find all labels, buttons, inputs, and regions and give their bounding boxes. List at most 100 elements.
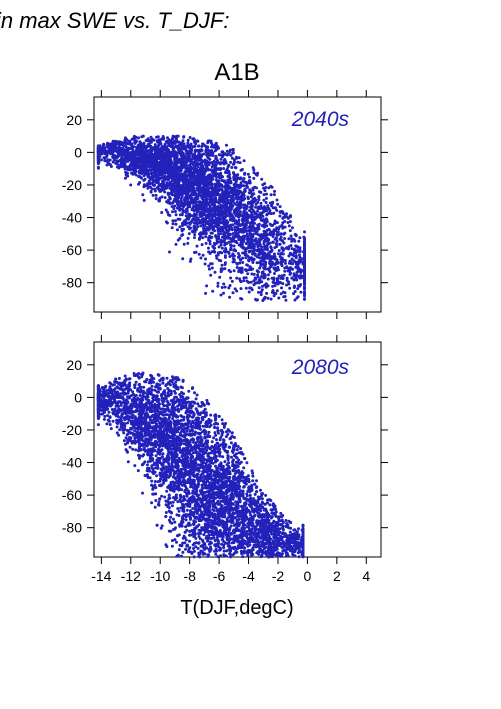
scatter-point	[107, 150, 111, 154]
scatter-point	[99, 158, 103, 162]
scatter-point	[102, 147, 105, 150]
scatter-point	[170, 226, 174, 230]
scatter-point	[292, 292, 295, 296]
scatter-point	[285, 212, 288, 216]
scatter-point	[116, 140, 120, 144]
scatter-point	[215, 208, 219, 212]
scatter-point	[141, 193, 145, 197]
scatter-point	[256, 200, 260, 204]
scatter-point	[129, 183, 133, 187]
scatter-point	[260, 270, 264, 274]
scatter-point	[213, 200, 217, 204]
scatter-point	[303, 245, 306, 249]
scatter-point	[138, 158, 141, 162]
scatter-point	[226, 194, 230, 198]
scatter-point	[256, 298, 259, 302]
scatter-point	[106, 158, 110, 162]
scatter-point	[123, 158, 127, 162]
scatter-point	[274, 229, 278, 233]
scatter-point	[135, 153, 139, 156]
scatter-point	[187, 180, 191, 184]
scatter-point	[105, 143, 109, 147]
scatter-point	[240, 266, 244, 270]
scatter-point	[225, 143, 228, 147]
scatter-point	[256, 209, 260, 213]
scatter-point	[150, 172, 154, 176]
scatter-point	[162, 178, 166, 182]
scatter-point	[285, 276, 289, 280]
scatter-point	[243, 251, 247, 255]
scatter-point	[269, 249, 273, 253]
scatter-point	[158, 147, 162, 151]
scatter-point	[281, 252, 285, 256]
scatter-point	[96, 152, 100, 156]
scatter-point	[243, 214, 246, 218]
scatter-point	[251, 252, 254, 256]
scatter-point	[208, 192, 212, 196]
scatter-point	[222, 282, 226, 286]
scatter-point	[149, 185, 152, 189]
scatter-point	[260, 234, 264, 238]
scatter-point	[295, 270, 299, 274]
scatter-point	[142, 144, 146, 148]
scatter-point	[168, 160, 172, 163]
scatter-point	[262, 240, 266, 243]
scatter-point	[228, 173, 232, 176]
scatter-point	[251, 188, 255, 192]
scatter-point	[211, 162, 215, 166]
scatter-point	[159, 166, 163, 170]
scatter-point	[121, 147, 124, 151]
scatter-point	[303, 256, 306, 260]
scatter-point	[195, 167, 199, 171]
scatter-point	[168, 155, 172, 159]
scatter-point	[160, 145, 164, 148]
scatter-point	[290, 247, 294, 251]
scatter-point	[299, 283, 303, 286]
y-tick-label: -20	[62, 177, 82, 193]
scatter-point	[270, 290, 274, 294]
scatter-point	[222, 167, 226, 170]
scatter-point	[241, 261, 245, 264]
scatter-point	[128, 377, 132, 381]
scatter-point	[194, 142, 198, 146]
scatter-point	[217, 153, 221, 157]
scatter-point	[171, 210, 174, 214]
scatter-point	[223, 241, 227, 245]
scenario-title: A1B	[214, 59, 259, 86]
scatter-point	[242, 184, 246, 188]
scatter-point	[253, 196, 257, 200]
scatter-point	[191, 205, 195, 209]
scatter-point	[219, 242, 223, 246]
scatter-point	[237, 228, 241, 232]
scatter-point	[266, 204, 270, 208]
scatter-point	[183, 199, 187, 203]
scatter-point	[165, 146, 169, 150]
scatter-point	[128, 156, 132, 160]
scatter-point	[121, 163, 125, 167]
scatter-point	[222, 232, 225, 236]
scatter-point	[283, 220, 287, 223]
scatter-point	[232, 209, 236, 213]
scatter-point	[269, 212, 273, 216]
scatter-point	[200, 243, 204, 247]
scatter-point	[281, 282, 285, 286]
scatter-point	[252, 247, 256, 251]
scatter-point	[218, 221, 222, 225]
scatter-point	[251, 220, 254, 224]
scatter-point	[288, 268, 292, 271]
scatter-point	[188, 222, 192, 226]
scatter-point	[290, 226, 294, 230]
scatter-point	[158, 160, 162, 164]
scatter-point	[294, 233, 298, 237]
scatter-point	[242, 236, 246, 240]
scatter-point	[256, 270, 260, 274]
y-tick-label: -80	[62, 275, 82, 291]
scatter-point	[239, 197, 243, 201]
scatter-point	[289, 234, 293, 238]
scatter-point	[263, 247, 267, 251]
scatter-point	[208, 139, 211, 143]
scatter-point	[258, 216, 262, 220]
scatter-point	[224, 223, 227, 227]
scatter-point	[182, 144, 185, 148]
scatter-point	[152, 183, 155, 187]
